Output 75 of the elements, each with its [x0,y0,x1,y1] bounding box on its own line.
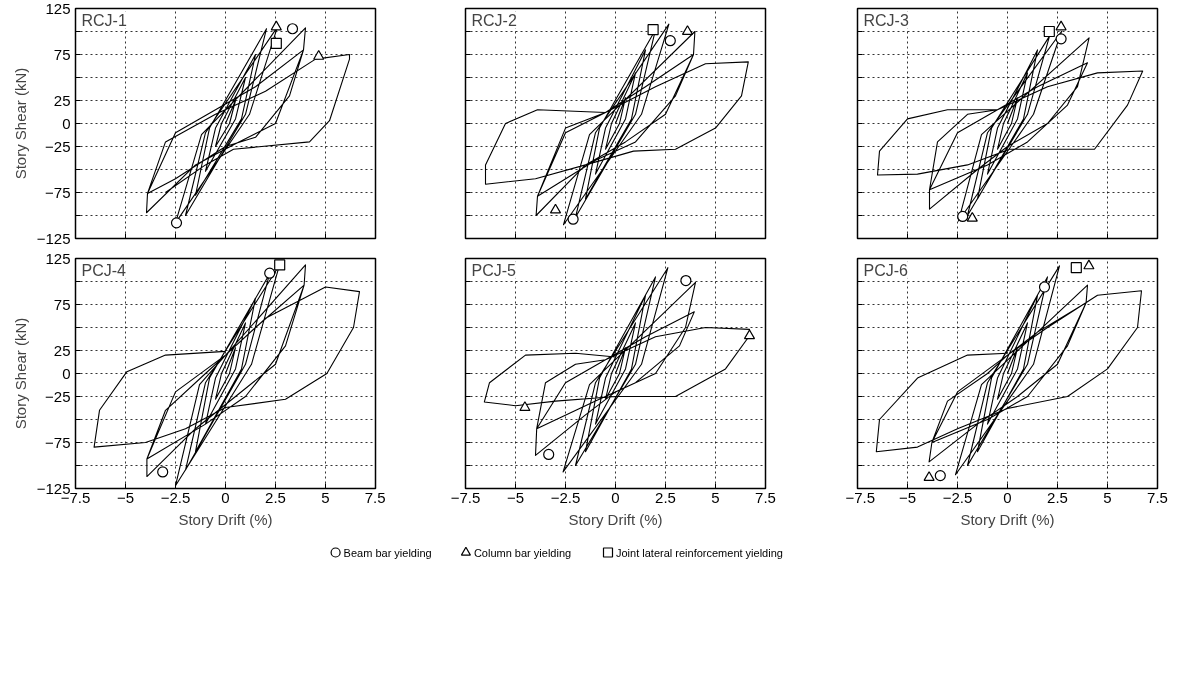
x-tick-label: 0 [221,488,230,506]
y-tick-label: −125 [36,229,71,247]
point [1083,259,1095,270]
point [1038,281,1051,293]
chart-title: RCJ-1 [81,11,127,29]
x-tick-label: −2.5 [942,488,973,506]
x-tick-label: 0 [1003,488,1012,506]
legend-label: Beam bar yielding [343,546,432,559]
point [743,329,756,340]
y-tick-label: −125 [36,479,71,497]
y-tick-label: 25 [53,341,71,359]
point [270,20,282,31]
x-tick-label: −7.5 [450,488,481,506]
point [264,267,276,279]
y-axis-title: Story Shear (kN) [11,317,29,430]
legend-label: Joint lateral reinforcement yielding [616,546,783,559]
chart-title: PCJ-6 [863,261,909,279]
chart-title: PCJ-4 [81,261,127,279]
legend-label: Column bar yielding [473,546,572,559]
y-tick-label: −75 [45,183,71,201]
x-tick-label: −5 [506,488,525,506]
chart-title: RCJ-2 [471,11,517,29]
y-tick-label: 0 [62,364,71,382]
y-axis-title: Story Shear (kN) [11,67,29,180]
point [957,210,969,223]
point [1070,262,1082,274]
x-tick-label: 7.5 [755,488,776,506]
point [966,211,978,222]
point [519,401,531,412]
point [270,37,282,50]
y-tick-label: 75 [53,295,71,313]
y-tick-label: −75 [45,433,71,451]
x-tick-label: −5 [116,488,135,506]
x-tick-label: 5 [1103,488,1112,506]
x-tick-label: 5 [711,488,720,506]
point [313,49,325,60]
x-tick-label: 2.5 [1047,488,1068,506]
x-axis-title: Story Drift (%) [960,510,1055,528]
y-tick-label: 25 [53,91,71,109]
point [1055,33,1067,45]
x-tick-label: 5 [321,488,330,506]
point [934,470,946,482]
point [170,217,183,229]
point [664,35,676,47]
point [543,448,555,461]
x-tick-label: −2.5 [550,488,581,506]
x-tick-label: 2.5 [655,488,676,506]
x-tick-label: −2.5 [160,488,191,506]
point [274,259,286,271]
point [157,466,169,478]
x-axis-title: Story Drift (%) [178,510,273,528]
x-tick-label: 2.5 [265,488,286,506]
x-tick-label: −5 [898,488,917,506]
x-tick-label: −7.5 [845,488,876,506]
x-tick-label: 0 [611,488,620,506]
point [1055,20,1067,31]
point [647,24,659,36]
point [923,471,935,481]
chart-title: RCJ-3 [863,11,909,29]
point [567,213,579,225]
y-tick-label: 0 [62,114,71,132]
y-tick-label: 125 [45,0,71,17]
y-tick-label: 75 [53,45,71,63]
chart-title: PCJ-5 [471,261,517,279]
x-tick-label: 7.5 [364,488,386,506]
point [286,23,299,35]
point [549,203,562,214]
point [681,25,694,35]
point [680,274,692,287]
y-tick-label: 125 [45,249,71,267]
y-tick-label: −25 [45,137,71,155]
x-tick-label: 7.5 [1147,488,1168,506]
x-axis-title: Story Drift (%) [568,510,663,528]
point [1043,25,1055,38]
y-tick-label: −25 [45,387,71,405]
